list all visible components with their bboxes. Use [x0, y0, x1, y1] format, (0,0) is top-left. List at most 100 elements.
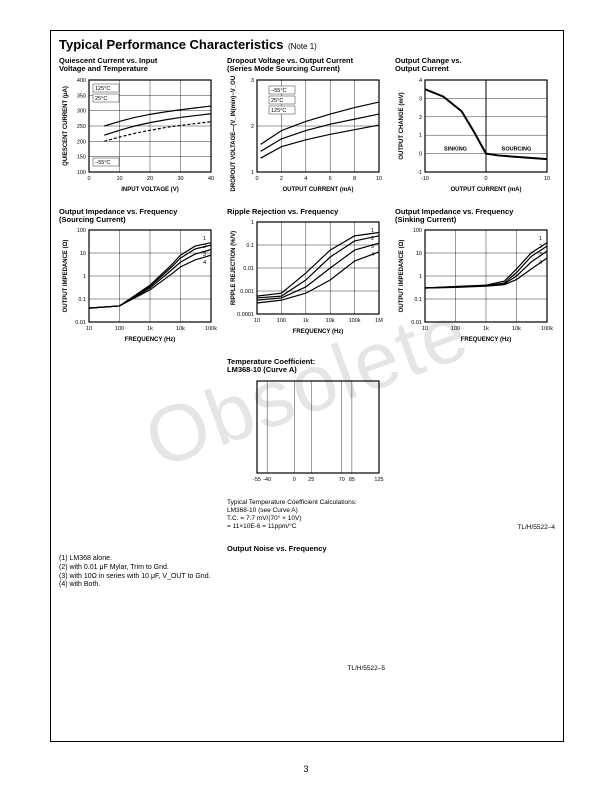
chart-title: Output Noise vs. Frequency — [227, 545, 385, 553]
tempco-calc-text: Typical Temperature Coefficient Calculat… — [227, 499, 385, 532]
footnote-line: (1) LM368 alone. — [59, 555, 211, 564]
svg-text:125: 125 — [374, 477, 383, 483]
svg-text:4: 4 — [203, 260, 206, 266]
svg-text:10: 10 — [80, 251, 86, 257]
chart-quiescent: Quiescent Current vs. Input Voltage and … — [59, 57, 217, 194]
chart-title: Output Impedance vs. Frequency (Sinking … — [395, 208, 553, 225]
chart-title: Ripple Rejection vs. Frequency — [227, 208, 385, 216]
svg-text:250: 250 — [77, 124, 86, 130]
svg-text:10k: 10k — [176, 326, 185, 332]
charts-area: Quiescent Current vs. Input Voltage and … — [59, 57, 555, 686]
svg-text:1k: 1k — [483, 326, 489, 332]
chart-noise: Output Noise vs. Frequency TL/H/5522–5 — [227, 545, 385, 672]
svg-text:1: 1 — [251, 170, 254, 176]
svg-text:25: 25 — [308, 477, 314, 483]
svg-text:0.001: 0.001 — [240, 289, 254, 295]
svg-text:OUTPUT CURRENT (mA): OUTPUT CURRENT (mA) — [451, 187, 522, 193]
calc-line: T.C. = 7.7 mV/(70° × 10V) — [227, 515, 385, 523]
svg-text:4: 4 — [539, 260, 542, 266]
chart-svg: 0246810123OUTPUT CURRENT (mA)DROPOUT VOL… — [227, 76, 385, 194]
chart-row-2: Output Impedance vs. Frequency (Sourcing… — [59, 208, 555, 345]
svg-text:10k: 10k — [512, 326, 521, 332]
svg-text:100: 100 — [451, 326, 460, 332]
svg-text:20: 20 — [147, 176, 153, 182]
svg-text:0.1: 0.1 — [78, 297, 86, 303]
svg-text:0: 0 — [87, 176, 90, 182]
svg-text:0: 0 — [419, 151, 422, 157]
svg-text:2: 2 — [371, 236, 374, 242]
svg-text:-55: -55 — [253, 477, 261, 483]
chart-svg: 101001k10k100k0.010.1110100FREQUENCY (Hz… — [395, 226, 553, 344]
svg-text:2: 2 — [203, 244, 206, 250]
chart-dropout: Dropout Voltage vs. Output Current (Seri… — [227, 57, 385, 194]
section-note: (Note 1) — [288, 42, 317, 51]
svg-text:4: 4 — [304, 176, 307, 182]
svg-text:100k: 100k — [349, 318, 361, 324]
svg-text:10: 10 — [86, 326, 92, 332]
chart-title: Quiescent Current vs. Input Voltage and … — [59, 57, 217, 74]
svg-text:3: 3 — [539, 252, 542, 258]
svg-text:INPUT VOLTAGE (V): INPUT VOLTAGE (V) — [121, 187, 178, 193]
svg-text:40: 40 — [208, 176, 214, 182]
svg-text:0.1: 0.1 — [414, 297, 422, 303]
chart-zout-sourcing: Output Impedance vs. Frequency (Sourcing… — [59, 208, 217, 345]
svg-text:100k: 100k — [205, 326, 217, 332]
svg-text:10: 10 — [376, 176, 382, 182]
svg-text:−55°C: −55°C — [95, 160, 111, 166]
svg-text:4: 4 — [419, 78, 422, 84]
footnotes: (1) LM368 alone. (2) with 0.01 μF Mylar,… — [59, 555, 211, 590]
svg-text:1: 1 — [371, 228, 374, 234]
svg-text:10: 10 — [254, 318, 260, 324]
svg-text:2: 2 — [251, 124, 254, 130]
svg-text:0.1: 0.1 — [246, 243, 254, 249]
svg-text:10: 10 — [416, 251, 422, 257]
svg-text:100: 100 — [77, 228, 86, 234]
svg-text:3: 3 — [419, 96, 422, 102]
chart-title: Output Change vs. Output Current — [395, 57, 553, 74]
svg-text:OUTPUT CHANGE (mV): OUTPUT CHANGE (mV) — [399, 92, 405, 159]
tlh-text: TL/H/5522–4 — [517, 524, 555, 531]
svg-text:10k: 10k — [326, 318, 335, 324]
svg-text:1: 1 — [203, 236, 206, 242]
svg-text:200: 200 — [77, 139, 86, 145]
svg-text:FREQUENCY (Hz): FREQUENCY (Hz) — [461, 337, 512, 343]
svg-text:1: 1 — [419, 133, 422, 139]
svg-text:125°C: 125°C — [271, 108, 286, 114]
chart-row-4: Output Noise vs. Frequency TL/H/5522–5 — [227, 545, 555, 672]
svg-text:100: 100 — [277, 318, 286, 324]
svg-text:30: 30 — [177, 176, 183, 182]
svg-text:0.01: 0.01 — [243, 266, 254, 272]
svg-text:6: 6 — [329, 176, 332, 182]
svg-text:0: 0 — [293, 477, 296, 483]
svg-text:10: 10 — [544, 176, 550, 182]
svg-text:3: 3 — [371, 244, 374, 250]
chart-row-1: Quiescent Current vs. Input Voltage and … — [59, 57, 555, 194]
chart-svg: -10010-101234OUTPUT CURRENT (mA)OUTPUT C… — [395, 76, 553, 194]
footnote-line: (4) with Both. — [59, 581, 211, 590]
chart-title: Output Impedance vs. Frequency (Sourcing… — [59, 208, 217, 225]
svg-text:QUIESCENT CURRENT (μA): QUIESCENT CURRENT (μA) — [63, 86, 69, 166]
svg-text:SINKING: SINKING — [444, 146, 467, 152]
section-header: Typical Performance Characteristics (Not… — [59, 37, 317, 52]
footnote-line: (2) with 0.01 μF Mylar, Trim to Gnd. — [59, 564, 211, 573]
svg-text:1: 1 — [83, 274, 86, 280]
svg-text:70: 70 — [339, 477, 345, 483]
tlh-label-1: TL/H/5522–4 — [395, 522, 555, 531]
chart-title: Dropout Voltage vs. Output Current (Seri… — [227, 57, 385, 74]
footnote-line: (3) with 10Ω in series with 10 μF, V_OUT… — [59, 573, 211, 582]
svg-text:SOURCING: SOURCING — [502, 146, 532, 152]
chart-svg: -55-400257085125 — [227, 377, 385, 495]
chart-tempco: Temperature Coefficient: LM368-10 (Curve… — [227, 358, 385, 531]
calc-line: LM368-10 (see Curve A) — [227, 507, 385, 515]
svg-text:85: 85 — [349, 477, 355, 483]
svg-text:25°C: 25°C — [95, 96, 107, 102]
svg-text:1M: 1M — [375, 318, 383, 324]
chart-row-3: Temperature Coefficient: LM368-10 (Curve… — [227, 358, 555, 531]
svg-text:150: 150 — [77, 154, 86, 160]
svg-text:0: 0 — [484, 176, 487, 182]
svg-text:0.0001: 0.0001 — [237, 312, 254, 318]
svg-text:DROPOUT VOLTAGE—(V_IN(min)−V_O: DROPOUT VOLTAGE—(V_IN(min)−V_OUT) (V) — [231, 76, 237, 191]
chart-ripple: Ripple Rejection vs. Frequency 101001k10… — [227, 208, 385, 345]
svg-text:OUTPUT IMPEDANCE (Ω): OUTPUT IMPEDANCE (Ω) — [63, 240, 69, 313]
chart-svg: 010203040100150200250300350400INPUT VOLT… — [59, 76, 217, 194]
